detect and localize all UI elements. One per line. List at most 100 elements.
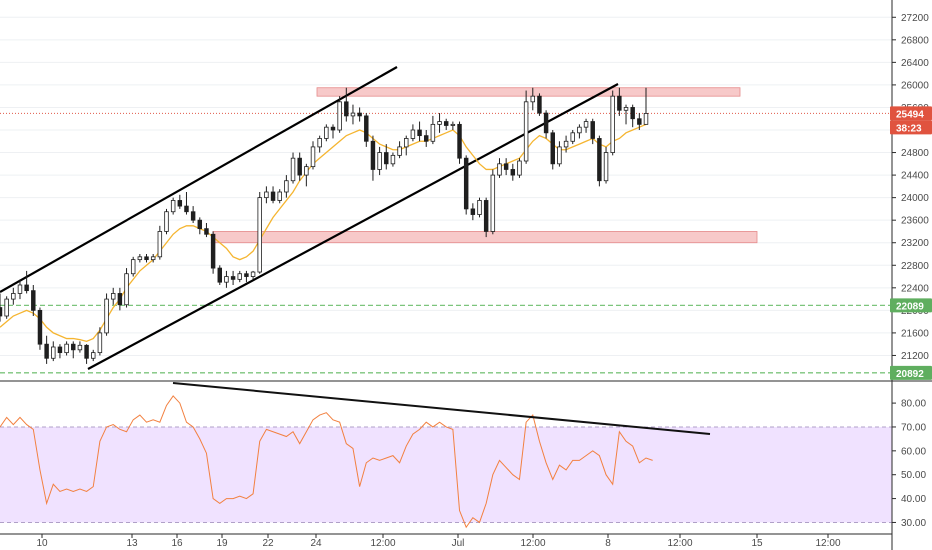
time-tick-label: 12:00 xyxy=(667,538,692,549)
oscillator-tick-label: 80.00 xyxy=(901,399,926,410)
candle-body xyxy=(250,271,256,277)
candle-body xyxy=(230,276,236,280)
candle-body xyxy=(31,290,36,311)
time-tick-label: 12:00 xyxy=(520,538,545,549)
price-tick-label: 26000 xyxy=(901,80,929,91)
price-tick-label: 26800 xyxy=(901,35,929,46)
price-tick-label: 26400 xyxy=(901,58,929,69)
candle-body xyxy=(404,138,409,148)
candle-body xyxy=(410,129,416,139)
level-badge-upper-bg xyxy=(890,298,932,313)
candle-body xyxy=(64,343,69,354)
candle-body xyxy=(4,298,9,317)
last-price-badge-text: 25494 xyxy=(896,109,924,120)
oscillator-tick-label: 70.00 xyxy=(901,422,926,433)
candle-body xyxy=(204,228,209,235)
candle-body xyxy=(470,208,476,215)
candle-body xyxy=(124,273,129,306)
candle-body xyxy=(443,121,449,126)
price-tick-label: 23200 xyxy=(901,238,929,249)
oscillator-line xyxy=(0,395,653,529)
candle-body xyxy=(503,163,509,170)
candle-body xyxy=(437,121,442,125)
candle-body xyxy=(37,309,43,345)
candle-body xyxy=(244,273,249,277)
candle-body xyxy=(51,346,56,359)
candle-body xyxy=(357,112,362,117)
candle-body xyxy=(344,101,349,117)
candle-body xyxy=(364,115,369,142)
candle-body xyxy=(617,95,622,111)
candle-body xyxy=(297,157,302,176)
candle-body xyxy=(310,146,316,168)
candle-body xyxy=(117,293,123,306)
time-tick-label: Jul xyxy=(452,538,465,549)
candle-body xyxy=(71,343,76,351)
candle-body xyxy=(390,154,396,165)
candle-body xyxy=(537,95,542,114)
candle-body xyxy=(610,95,615,153)
oscillator-tick-label: 40.00 xyxy=(901,494,926,505)
level-badge-lower-text: 20892 xyxy=(896,369,924,380)
channel-lower-trendline xyxy=(87,83,619,370)
candle-body xyxy=(110,293,116,300)
candle-body xyxy=(570,132,575,142)
candle-body xyxy=(217,267,223,283)
candle-body xyxy=(397,146,402,156)
candle-body xyxy=(477,200,482,215)
candle-body xyxy=(304,166,309,176)
candle-body xyxy=(170,200,176,213)
candle-body xyxy=(417,129,422,137)
candle-body xyxy=(384,152,389,165)
candle-body xyxy=(57,346,63,354)
candle-body xyxy=(557,146,562,165)
price-tick-label: 23600 xyxy=(901,216,929,227)
candle-body xyxy=(91,352,96,359)
candle-body xyxy=(590,121,595,139)
candle-body xyxy=(623,107,629,111)
candle-body xyxy=(523,101,529,162)
candle-body xyxy=(277,191,282,201)
candle-body xyxy=(577,126,582,134)
oscillator-trendline xyxy=(172,382,711,435)
candle-body xyxy=(550,132,555,165)
resistance-zone xyxy=(316,87,741,97)
candle-body xyxy=(517,160,522,176)
price-tick-label: 22400 xyxy=(901,283,929,294)
candle-body xyxy=(270,191,276,201)
time-tick-label: 22 xyxy=(262,538,274,549)
candle-body xyxy=(450,123,456,126)
candle-body xyxy=(97,332,103,354)
candle-body xyxy=(164,211,169,232)
price-tick-label: 24000 xyxy=(901,193,929,204)
candle-body xyxy=(17,284,23,294)
price-tick-label: 24400 xyxy=(901,171,929,182)
time-tick-label: 13 xyxy=(126,538,138,549)
candle-body xyxy=(11,293,16,300)
candle-body xyxy=(583,121,589,128)
candle-body xyxy=(290,157,296,182)
time-tick-label: 19 xyxy=(216,538,228,549)
time-tick-label: 12:00 xyxy=(370,538,395,549)
candle-body xyxy=(423,135,429,142)
price-tick-label: 21200 xyxy=(901,351,929,362)
candle-body xyxy=(284,180,289,193)
candle-body xyxy=(563,140,569,148)
price-tick-label: 22800 xyxy=(901,261,929,272)
oscillator-tick-label: 60.00 xyxy=(901,446,926,457)
candle-body xyxy=(257,197,262,273)
candle-body xyxy=(177,200,183,207)
countdown-badge-text: 38:23 xyxy=(896,123,922,134)
support-zone xyxy=(212,231,758,244)
candle-body xyxy=(210,233,216,269)
candle-body xyxy=(184,205,189,213)
candle-body xyxy=(190,211,196,221)
candle-body xyxy=(144,256,149,261)
time-tick-label: 15 xyxy=(751,538,763,549)
candle-body xyxy=(457,123,462,159)
candle-body xyxy=(643,113,649,125)
candle-body xyxy=(0,307,3,317)
candle-body xyxy=(483,200,489,232)
candle-body xyxy=(157,231,163,258)
